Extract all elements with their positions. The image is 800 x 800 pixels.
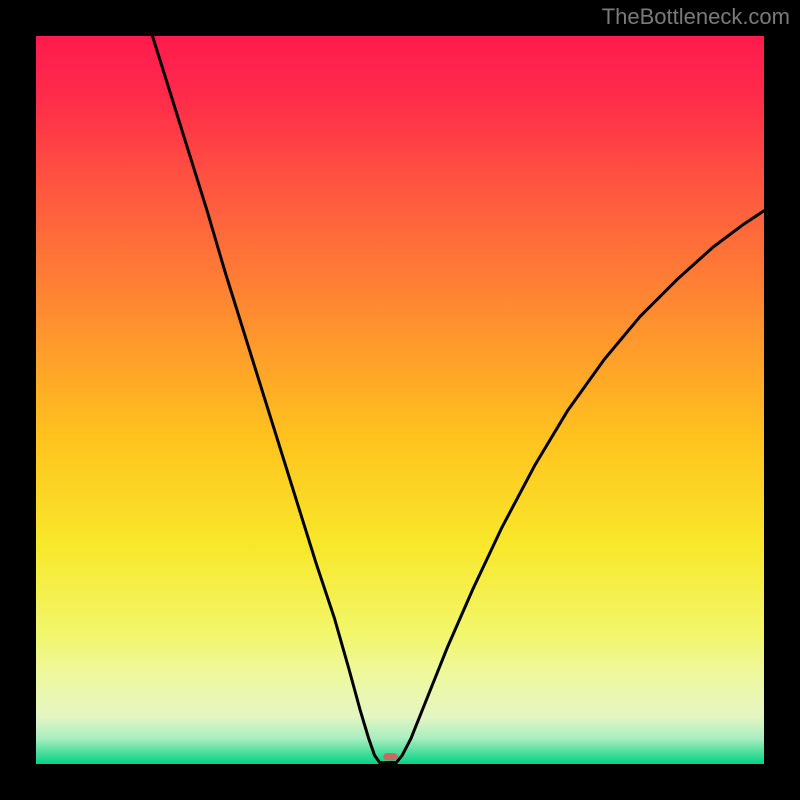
chart-svg: [0, 0, 800, 800]
min-marker: [383, 753, 398, 760]
attribution-watermark: TheBottleneck.com: [602, 4, 790, 30]
attribution-text: TheBottleneck.com: [602, 4, 790, 29]
plot-background: [36, 36, 764, 764]
stage: TheBottleneck.com: [0, 0, 800, 800]
